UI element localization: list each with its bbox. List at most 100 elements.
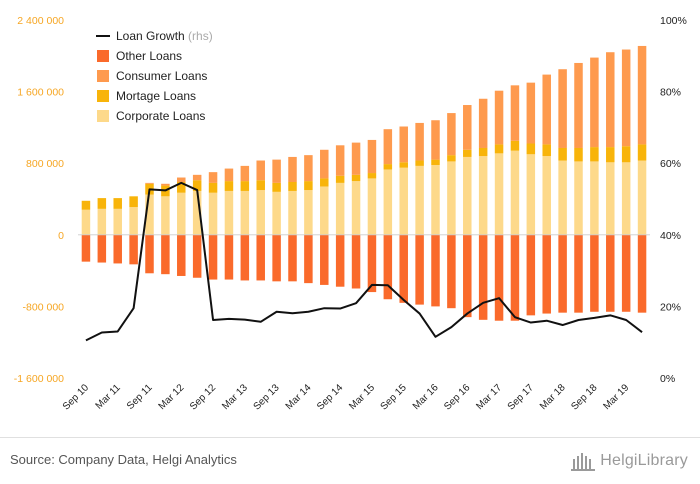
bar-other-loans-33	[606, 234, 615, 312]
right-tick-label: 0%	[660, 373, 675, 385]
brand-logo[interactable]: HelgiLibrary	[570, 448, 688, 474]
left-tick-label: 1 600 000	[17, 87, 64, 99]
x-tick-label: Mar 19	[602, 382, 632, 412]
bar-consumer-loans-13	[288, 156, 297, 182]
bar-corporate-loans-32	[590, 161, 599, 235]
left-tick-label: -800 000	[23, 301, 65, 313]
bar-consumer-loans-26	[494, 90, 504, 145]
bar-corporate-loans-18	[367, 178, 377, 235]
bar-corporate-loans-12	[272, 191, 281, 235]
bar-other-loans-18	[367, 234, 377, 293]
right-axis: 100% 80% 60% 40% 20% 0%	[660, 15, 687, 385]
x-axis: Sep 10 Mar 11 Sep 11 Mar 12 Sep 12 Mar 13 Sep …	[61, 382, 632, 413]
bar-consumer-loans-14	[304, 155, 313, 182]
bar-mortage-loans-20	[399, 162, 408, 168]
bar-consumer-loans-25	[478, 98, 488, 148]
bar-mortage-loans-17	[351, 174, 361, 182]
bar-corporate-loans-17	[351, 181, 361, 235]
brand-name: HelgiLibrary	[600, 452, 688, 469]
bar-corporate-loans-35	[637, 160, 647, 235]
bar-corporate-loans-0	[81, 209, 91, 235]
bar-corporate-loans-13	[288, 190, 297, 235]
bar-mortage-loans-22	[431, 159, 440, 165]
bar-other-loans-22	[431, 234, 440, 307]
bar-other-loans-15	[320, 234, 329, 285]
bar-consumer-loans-33	[606, 52, 615, 148]
bar-mortage-loans-32	[590, 147, 599, 162]
bar-mortage-loans-3	[129, 196, 138, 208]
bar-corporate-loans-7	[192, 190, 202, 235]
bar-consumer-loans-23	[447, 113, 456, 156]
bar-other-loans-24	[463, 234, 472, 318]
library-icon	[571, 453, 596, 471]
bar-other-loans-16	[335, 234, 345, 287]
bar-consumer-loans-19	[383, 129, 393, 165]
bar-corporate-loans-15	[320, 186, 329, 235]
bar-mortage-loans-14	[304, 181, 313, 191]
bar-consumer-loans-27	[510, 85, 520, 141]
x-tick-label: Sep 17	[506, 382, 536, 412]
bar-mortage-loans-34	[621, 146, 631, 163]
bar-corporate-loans-2	[113, 208, 122, 235]
x-tick-label: Sep 12	[188, 382, 218, 412]
legend-swatch-mortage-loans	[97, 90, 109, 102]
bar-corporate-loans-22	[431, 164, 440, 235]
left-tick-label: 2 400 000	[17, 15, 64, 27]
bar-mortage-loans-26	[494, 144, 504, 154]
bar-corporate-loans-33	[606, 162, 615, 235]
left-tick-label: 800 000	[26, 158, 64, 170]
bar-mortage-loans-9	[224, 181, 234, 191]
right-tick-label: 40%	[660, 230, 681, 242]
bar-other-loans-3	[129, 234, 138, 265]
bar-corporate-loans-23	[447, 161, 456, 235]
left-tick-label: 0	[58, 230, 64, 242]
legend-label-other-loans: Other Loans	[116, 49, 182, 63]
bar-mortage-loans-8	[208, 182, 218, 193]
legend-label-consumer-loans: Consumer Loans	[116, 69, 207, 83]
bar-other-loans-32	[590, 234, 599, 312]
x-tick-label: Mar 15	[347, 382, 377, 412]
bars-layer	[81, 45, 647, 321]
bar-consumer-loans-34	[621, 49, 631, 147]
right-tick-label: 60%	[660, 158, 681, 170]
bar-other-loans-2	[113, 234, 122, 264]
bar-consumer-loans-12	[272, 159, 281, 183]
bar-mortage-loans-1	[97, 198, 107, 209]
bar-mortage-loans-33	[606, 147, 615, 163]
bar-other-loans-25	[478, 234, 488, 320]
legend-label-mortage-loans: Mortage Loans	[116, 89, 196, 103]
footer: Source: Company Data, Helgi Analytics He…	[0, 437, 700, 484]
bar-corporate-loans-11	[256, 190, 265, 235]
legend: Loan Growth (rhs) Other Loans Consumer Loa…	[96, 29, 213, 123]
bar-other-loans-19	[383, 234, 393, 300]
bar-corporate-loans-9	[224, 190, 234, 235]
bar-mortage-loans-2	[113, 198, 122, 209]
legend-swatch-other-loans	[97, 50, 109, 62]
bar-other-loans-7	[192, 234, 202, 278]
legend-label-suffix: (rhs)	[185, 29, 213, 43]
x-tick-label: Sep 16	[442, 382, 472, 412]
bar-corporate-loans-16	[335, 182, 345, 235]
bar-other-loans-4	[145, 234, 154, 274]
left-tick-label: -1 600 000	[14, 373, 64, 385]
bar-mortage-loans-23	[447, 155, 456, 162]
bar-corporate-loans-6	[177, 192, 186, 235]
bar-other-loans-29	[542, 234, 551, 314]
bar-consumer-loans-22	[431, 120, 440, 160]
bar-corporate-loans-24	[463, 156, 472, 235]
bar-mortage-loans-24	[463, 149, 472, 157]
bar-consumer-loans-7	[192, 174, 202, 181]
bar-mortage-loans-6	[177, 181, 186, 193]
bar-other-loans-12	[272, 234, 281, 282]
bar-consumer-loans-10	[240, 165, 250, 182]
bar-other-loans-10	[240, 234, 250, 281]
bar-other-loans-26	[494, 234, 504, 321]
bar-consumer-loans-28	[526, 82, 536, 144]
right-tick-label: 80%	[660, 87, 681, 99]
bar-consumer-loans-8	[208, 172, 218, 183]
bar-other-loans-27	[510, 234, 520, 321]
bar-other-loans-34	[621, 234, 631, 312]
bar-other-loans-8	[208, 234, 218, 280]
right-tick-label: 100%	[660, 15, 687, 27]
bar-mortage-loans-28	[526, 143, 536, 155]
